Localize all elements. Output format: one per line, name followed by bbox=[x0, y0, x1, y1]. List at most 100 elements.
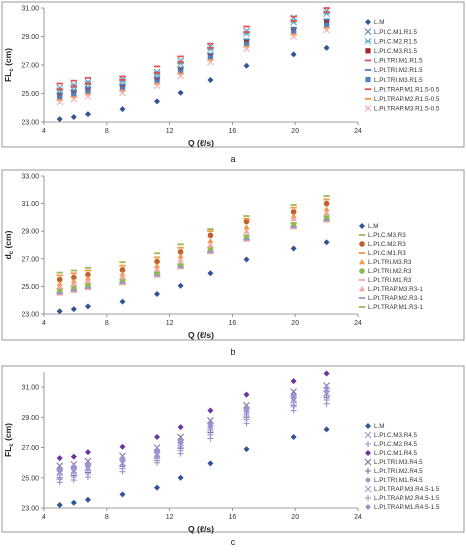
legend-label: L.M bbox=[374, 19, 385, 26]
legend-marker bbox=[364, 37, 372, 45]
legend-label: L.Pt.TRI.M2.R1.5 bbox=[374, 67, 423, 74]
data-point bbox=[323, 396, 330, 403]
data-point bbox=[290, 392, 297, 399]
legend-marker bbox=[364, 105, 372, 112]
data-point bbox=[207, 55, 214, 61]
data-point bbox=[290, 245, 297, 252]
data-point bbox=[84, 449, 91, 456]
x-tick-label: 12 bbox=[166, 514, 174, 521]
data-point bbox=[56, 501, 63, 508]
data-point bbox=[70, 114, 77, 121]
legend-marker bbox=[365, 468, 371, 474]
data-point bbox=[243, 62, 250, 69]
data-point bbox=[207, 407, 214, 414]
data-point bbox=[243, 45, 250, 52]
data-point bbox=[290, 378, 297, 385]
data-point bbox=[119, 83, 126, 89]
data-point bbox=[56, 462, 64, 470]
data-point bbox=[177, 257, 184, 263]
axes: 4 8 12 16 20 24 23.00 25.00 27.00 29.00 31.00 bbox=[21, 6, 362, 136]
data-point bbox=[207, 242, 214, 248]
legend-label: L.Pt.TRAP.M3.R3-1 bbox=[368, 286, 423, 293]
series-1 bbox=[56, 426, 330, 508]
data-point bbox=[290, 388, 297, 395]
data-point bbox=[56, 283, 63, 289]
legend-marker bbox=[364, 485, 372, 493]
legend-label: L.Pt.C.M2.R3 bbox=[368, 241, 406, 248]
data-point bbox=[119, 270, 126, 277]
data-point bbox=[70, 499, 77, 506]
data-point bbox=[243, 38, 250, 45]
data-point bbox=[291, 26, 297, 32]
data-point bbox=[290, 395, 297, 402]
data-point bbox=[324, 19, 330, 25]
data-point bbox=[207, 76, 214, 83]
legend-label: L.Pt.TRI.M2.R3 bbox=[368, 268, 412, 275]
data-point bbox=[290, 403, 297, 410]
legend-marker bbox=[359, 286, 365, 292]
data-point bbox=[84, 275, 91, 281]
data-point bbox=[56, 467, 63, 474]
data-point bbox=[243, 41, 250, 47]
data-point bbox=[323, 384, 330, 391]
legend-marker bbox=[359, 259, 365, 265]
legend-marker bbox=[365, 48, 371, 54]
data-point bbox=[323, 200, 330, 207]
data-point bbox=[243, 446, 250, 453]
caption-b: b bbox=[230, 347, 235, 357]
x-axis-title: Q (ℓ/s) bbox=[188, 330, 214, 340]
legend-label: L.Pt.C.M1.R3 bbox=[368, 250, 406, 257]
series-3 bbox=[56, 200, 330, 283]
legend-label: L.Pt.TRAP.M1.R1.5-0.5 bbox=[374, 86, 440, 93]
data-point bbox=[177, 447, 184, 454]
data-point bbox=[243, 218, 250, 225]
data-point bbox=[84, 462, 91, 469]
legend-label: L.Pt.C.M1.R4.5 bbox=[374, 450, 418, 457]
series-1 bbox=[56, 44, 330, 123]
axes: 4 8 12 16 20 24 23.00 25.00 27.00 29.00 31.00 33.00 bbox=[21, 174, 362, 328]
data-point bbox=[154, 484, 161, 491]
x-tick-label: 8 bbox=[105, 128, 109, 135]
y-axis-title: FLc (cm) bbox=[3, 423, 15, 457]
data-point bbox=[119, 457, 126, 464]
data-point bbox=[243, 256, 250, 263]
data-point bbox=[119, 89, 126, 97]
chart-panel-c: 4 8 12 16 20 24 23.00 25.00 27.00 29.00 31.00 Q (ℓ/… bbox=[1, 365, 465, 534]
legend-label: L.Pt.TRI.M3.R1.5 bbox=[374, 77, 423, 84]
legend-marker bbox=[365, 504, 371, 510]
y-tick-label: 27.00 bbox=[21, 256, 39, 263]
data-point bbox=[119, 106, 126, 113]
legend-label: L.Pt.C.M2.R1.5 bbox=[374, 38, 418, 45]
series-5 bbox=[56, 206, 330, 287]
x-tick-label: 16 bbox=[229, 320, 237, 327]
y-tick-label: 31.00 bbox=[21, 6, 39, 13]
legend-label: L.Pt.TRI.M2.R4.5 bbox=[374, 468, 423, 475]
legend-label: L.Pt.C.M3.R3 bbox=[368, 232, 406, 239]
data-point bbox=[119, 86, 126, 92]
data-point bbox=[177, 249, 184, 255]
data-point bbox=[243, 416, 250, 423]
data-point bbox=[154, 457, 161, 464]
y-tick-label: 31.00 bbox=[21, 385, 39, 392]
legend-label: L.Pt.TRAP.M2.R3-1 bbox=[368, 295, 423, 302]
legend-marker bbox=[365, 441, 371, 447]
data-point bbox=[207, 423, 214, 430]
data-point bbox=[323, 426, 330, 433]
data-point bbox=[207, 431, 214, 438]
data-point bbox=[290, 51, 297, 58]
x-tick-label: 4 bbox=[42, 128, 46, 135]
y-tick-label: 27.00 bbox=[21, 445, 39, 452]
y-tick-label: 25.00 bbox=[21, 284, 39, 291]
axes: 4 8 12 16 20 24 23.00 25.00 27.00 29.00 31.00 bbox=[21, 372, 362, 521]
legend-label: L.Pt.TRAP.M3.R4.5-1.5 bbox=[374, 486, 440, 493]
data-point bbox=[207, 460, 214, 467]
legend-marker bbox=[365, 450, 371, 456]
series-5 bbox=[56, 7, 330, 85]
series-9 bbox=[56, 396, 330, 483]
legend-marker bbox=[365, 423, 371, 429]
data-point bbox=[71, 92, 77, 98]
y-tick-label: 25.00 bbox=[21, 475, 39, 482]
data-point bbox=[154, 79, 160, 85]
data-point bbox=[84, 303, 91, 310]
